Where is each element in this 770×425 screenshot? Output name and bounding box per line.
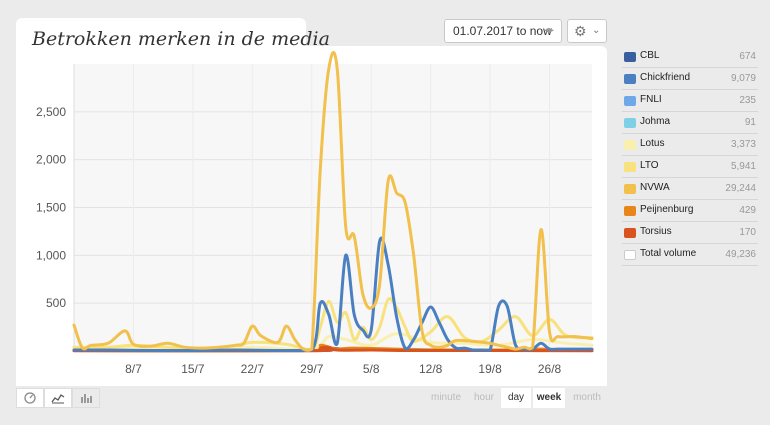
x-tick-label: 8/7 (125, 362, 142, 376)
legend-item[interactable]: Torsius 170 (622, 222, 758, 244)
legend-value: 91 (744, 117, 756, 128)
legend-label: LTO (640, 160, 659, 171)
settings-button[interactable]: ⚙ ⌄ (567, 19, 607, 43)
y-tick-label: 2,500 (36, 105, 66, 119)
gear-icon: ⚙ (574, 23, 587, 39)
granularity-hour[interactable]: hour (473, 392, 494, 403)
legend-swatch (624, 118, 636, 128)
legend-value: 674 (739, 51, 756, 62)
legend-item[interactable]: FNLI 235 (622, 90, 758, 112)
legend-value: 429 (739, 205, 756, 216)
legend: CBL 674 Chickfriend 9,079 FNLI 235 Johma 91 Lotu… (622, 46, 758, 266)
legend-value: 235 (739, 95, 756, 106)
legend-value: 3,373 (730, 139, 756, 150)
line-chart-icon (51, 394, 65, 404)
legend-value: 49,236 (725, 249, 756, 260)
legend-label: Lotus (640, 138, 665, 149)
legend-item[interactable]: Total volume 49,236 (622, 244, 758, 266)
gauge-icon (24, 392, 36, 404)
y-tick-label: 1,000 (36, 248, 66, 262)
legend-swatch (624, 228, 636, 238)
legend-label: Total volume (640, 248, 697, 259)
legend-value: 5,941 (730, 161, 756, 172)
legend-value: 170 (739, 227, 756, 238)
date-range-label: 01.07.2017 to now (453, 24, 552, 38)
bar-chart-icon (81, 394, 92, 403)
bar-view-tab[interactable] (72, 388, 100, 408)
x-tick-label: 22/7 (241, 362, 265, 376)
legend-item[interactable]: Peijnenburg 429 (622, 200, 758, 222)
legend-value: 9,079 (730, 73, 756, 84)
legend-label: Johma (640, 116, 671, 127)
chart-title: Betrokken merken in de media (32, 28, 330, 50)
legend-item[interactable]: Lotus 3,373 (622, 134, 758, 156)
arrows-icon: ◂▸ (543, 25, 554, 36)
legend-swatch (624, 74, 636, 84)
gauge-view-tab[interactable] (16, 388, 44, 408)
line-view-tab[interactable] (44, 388, 72, 408)
chevron-down-icon: ⌄ (592, 25, 601, 36)
legend-item[interactable]: Johma 91 (622, 112, 758, 134)
x-tick-label: 26/8 (538, 362, 562, 376)
legend-swatch (624, 140, 636, 150)
legend-label: FNLI (640, 94, 662, 105)
series-line-lto (72, 297, 594, 351)
line-chart: 500 1,000 1,500 2,000 2,500 8/7 15/7 22/7 29/7 5… (36, 51, 594, 376)
legend-label: NVWA (640, 182, 670, 193)
legend-swatch (624, 250, 636, 260)
granularity-week[interactable]: week (533, 388, 565, 408)
y-tick-label: 500 (46, 296, 66, 310)
y-tick-label: 1,500 (36, 201, 66, 215)
x-tick-label: 19/8 (478, 362, 502, 376)
x-tick-label: 12/8 (419, 362, 443, 376)
legend-swatch (624, 206, 636, 216)
granularity-month[interactable]: month (573, 392, 601, 403)
legend-swatch (624, 52, 636, 62)
legend-label: Chickfriend (640, 72, 691, 83)
legend-item[interactable]: LTO 5,941 (622, 156, 758, 178)
legend-item[interactable]: NVWA 29,244 (622, 178, 758, 200)
granularity-day[interactable]: day (501, 388, 531, 408)
series-line-nvwa (72, 51, 594, 352)
legend-item[interactable]: CBL 674 (622, 46, 758, 68)
granularity-minute[interactable]: minute (430, 392, 461, 403)
y-tick-label: 2,000 (36, 153, 66, 167)
date-range-button[interactable]: 01.07.2017 to now ◂▸ (444, 19, 562, 43)
legend-label: Peijnenburg (640, 204, 694, 215)
x-tick-label: 29/7 (300, 362, 324, 376)
legend-value: 29,244 (725, 183, 756, 194)
legend-item[interactable]: Chickfriend 9,079 (622, 68, 758, 90)
legend-label: Torsius (640, 226, 672, 237)
x-tick-label: 15/7 (181, 362, 205, 376)
legend-label: CBL (640, 50, 660, 61)
x-tick-label: 5/8 (363, 362, 380, 376)
legend-swatch (624, 184, 636, 194)
legend-swatch (624, 162, 636, 172)
legend-swatch (624, 96, 636, 106)
